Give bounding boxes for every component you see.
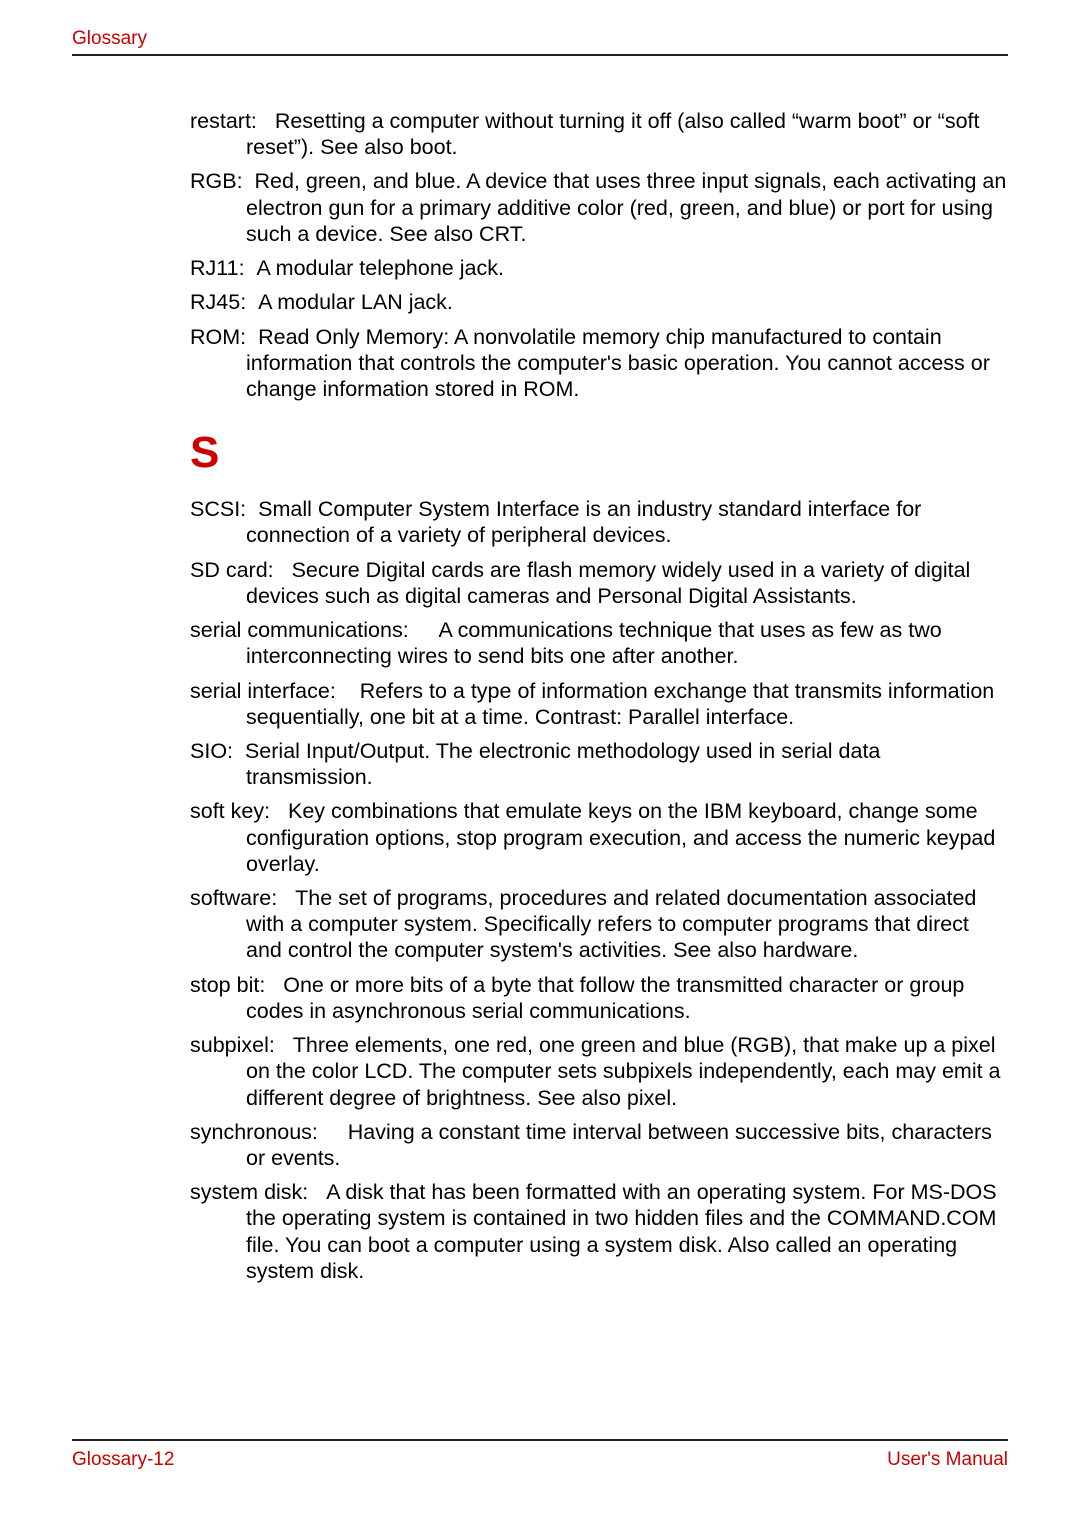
page: Glossary restart: Resetting a computer w… (0, 0, 1080, 1284)
glossary-term: software: (190, 886, 277, 910)
glossary-definition: Three elements, one red, one green and b… (246, 1033, 1001, 1109)
glossary-entry: subpixel: Three elements, one red, one g… (190, 1032, 1008, 1111)
glossary-definition: One or more bits of a byte that follow t… (246, 973, 964, 1023)
glossary-term: RJ11: (190, 256, 245, 280)
glossary-term: system disk: (190, 1180, 308, 1204)
glossary-definition: Key combinations that emulate keys on th… (246, 799, 995, 875)
footer-page-number: Glossary-12 (72, 1449, 174, 1471)
glossary-definition: Secure Digital cards are flash memory wi… (246, 558, 970, 608)
glossary-term: RGB: (190, 169, 243, 193)
glossary-entry: ROM: Read Only Memory: A nonvolatile mem… (190, 324, 1008, 403)
glossary-definition: Resetting a computer without turning it … (246, 109, 979, 159)
glossary-term: synchronous: (190, 1120, 318, 1144)
glossary-definition: Serial Input/Output. The electronic meth… (245, 739, 880, 789)
glossary-term: serial interface: (190, 679, 336, 703)
glossary-definition: A modular telephone jack. (257, 256, 504, 280)
footer-manual-label: User's Manual (887, 1449, 1008, 1471)
glossary-term: ROM: (190, 325, 246, 349)
glossary-term: subpixel: (190, 1033, 275, 1057)
glossary-entry: soft key: Key combinations that emulate … (190, 798, 1008, 877)
glossary-term: soft key: (190, 799, 270, 823)
section-letter: S (190, 428, 1008, 478)
glossary-term: stop bit: (190, 973, 265, 997)
header-label: Glossary (72, 28, 1008, 50)
glossary-definition: Red, green, and blue. A device that uses… (246, 169, 1006, 245)
glossary-entry: serial communications: A communications … (190, 617, 1008, 669)
glossary-term: SCSI: (190, 497, 246, 521)
glossary-definition: Refers to a type of information exchange… (246, 679, 994, 729)
glossary-term: restart: (190, 109, 257, 133)
glossary-entry: software: The set of programs, procedure… (190, 885, 1008, 964)
glossary-term: RJ45: (190, 290, 246, 314)
glossary-entry: system disk: A disk that has been format… (190, 1179, 1008, 1284)
glossary-term: serial communications: (190, 618, 409, 642)
glossary-entry: synchronous: Having a constant time inte… (190, 1119, 1008, 1171)
content-area: restart: Resetting a computer without tu… (190, 108, 1008, 1284)
footer-rule (72, 1439, 1008, 1441)
glossary-entry: RJ45: A modular LAN jack. (190, 289, 1008, 315)
glossary-definition: Having a constant time interval between … (246, 1120, 992, 1170)
glossary-entry: RJ11: A modular telephone jack. (190, 255, 1008, 281)
header-rule (72, 54, 1008, 56)
glossary-term: SIO: (190, 739, 233, 763)
footer: Glossary-12 User's Manual (72, 1439, 1008, 1471)
glossary-entry: restart: Resetting a computer without tu… (190, 108, 1008, 160)
glossary-definition: Small Computer System Interface is an in… (246, 497, 921, 547)
glossary-entry: serial interface: Refers to a type of in… (190, 678, 1008, 730)
glossary-definition: A modular LAN jack. (258, 290, 453, 314)
glossary-definition: A disk that has been formatted with an o… (246, 1180, 997, 1283)
glossary-entry: RGB: Red, green, and blue. A device that… (190, 168, 1008, 247)
glossary-entry: SCSI: Small Computer System Interface is… (190, 496, 1008, 548)
glossary-entry: stop bit: One or more bits of a byte tha… (190, 972, 1008, 1024)
glossary-definition: Read Only Memory: A nonvolatile memory c… (246, 325, 990, 401)
glossary-definition: The set of programs, procedures and rela… (246, 886, 976, 962)
glossary-entry: SIO: Serial Input/Output. The electronic… (190, 738, 1008, 790)
glossary-entry: SD card: Secure Digital cards are flash … (190, 557, 1008, 609)
glossary-term: SD card: (190, 558, 274, 582)
